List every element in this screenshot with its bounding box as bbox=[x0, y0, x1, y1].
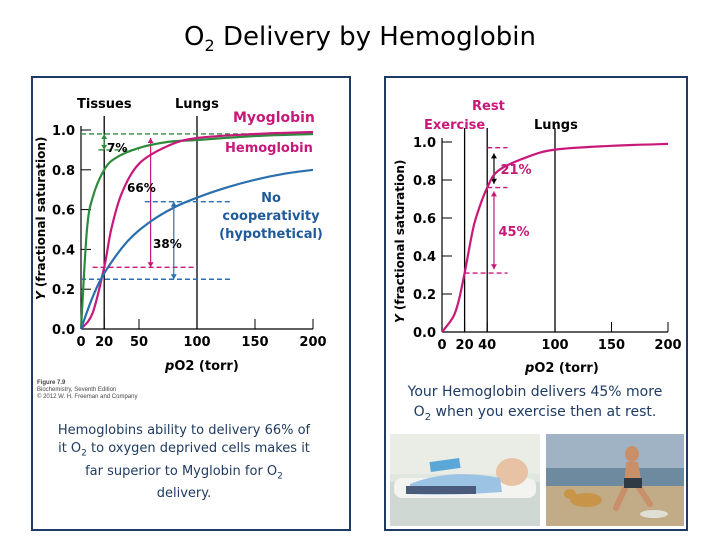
label-hemoglobin: Hemoglobin bbox=[225, 141, 313, 156]
right-chart: Rest Exercise Lungs Y (fractional satura… bbox=[393, 99, 682, 376]
arrow-66pct-head bbox=[147, 262, 154, 268]
arrow-7pct-head bbox=[101, 144, 108, 150]
x-axis-label-right: pO2 (torr) bbox=[524, 361, 599, 376]
annotation-21pct: 21% bbox=[500, 163, 531, 178]
header-exercise: Exercise bbox=[424, 118, 485, 133]
y-tick-label: 0.6 bbox=[413, 212, 436, 227]
x-tick-label: 20 bbox=[95, 335, 113, 350]
arrow-21pct-head bbox=[490, 178, 497, 184]
annotation-7pct: 7% bbox=[107, 141, 127, 155]
x-tick-label: 150 bbox=[241, 335, 268, 350]
y-tick-label: 0.0 bbox=[52, 323, 75, 338]
x-tick-label: 100 bbox=[183, 335, 210, 350]
label-nocoop-line1: No bbox=[261, 191, 281, 206]
y-tick-label: 1.0 bbox=[413, 136, 436, 151]
y-tick-label: 0.8 bbox=[413, 174, 436, 189]
label-myoglobin: Myoglobin bbox=[233, 110, 315, 126]
arrow-38pct-head bbox=[170, 274, 177, 280]
series-line-no-cooperativity-hypothetical bbox=[79, 168, 314, 330]
series-line-hemoglobin bbox=[80, 130, 314, 330]
running-person-image bbox=[546, 434, 684, 526]
arrow-66pct-tail bbox=[147, 137, 154, 143]
y-tick-label: 0.0 bbox=[413, 326, 436, 341]
arrow-7pct-tail bbox=[101, 133, 108, 139]
y-axis-label: Y (fractional saturation) bbox=[34, 137, 48, 300]
arrow-38pct-tail bbox=[170, 201, 177, 207]
left-panel: Tissues Lungs Y (fractional saturation) … bbox=[31, 76, 351, 531]
x-tick-label: 40 bbox=[478, 338, 496, 353]
series-line-myoglobin bbox=[79, 132, 314, 330]
y-tick-label: 0.4 bbox=[413, 250, 436, 265]
x-tick-label: 20 bbox=[456, 338, 474, 353]
y-tick-label: 0.6 bbox=[52, 204, 75, 219]
y-tick-label: 0.4 bbox=[52, 243, 75, 258]
header-rest: Rest bbox=[472, 99, 505, 114]
slide-title: O2 Delivery by Hemoglobin bbox=[184, 22, 536, 56]
x-tick-label: 0 bbox=[76, 335, 85, 350]
y-tick-label: 0.2 bbox=[52, 283, 75, 298]
label-nocoop-line3: (hypothetical) bbox=[219, 227, 323, 242]
x-axis-label: pO2 (torr) bbox=[164, 359, 239, 374]
annotation-66pct: 66% bbox=[127, 181, 156, 195]
arrow-45pct-head bbox=[490, 264, 497, 270]
y-tick-label: 1.0 bbox=[52, 124, 75, 139]
y-tick-label: 0.2 bbox=[413, 288, 436, 303]
header-tissues: Tissues bbox=[77, 97, 132, 112]
arrow-45pct-tail bbox=[490, 191, 497, 197]
annotation-38pct: 38% bbox=[153, 237, 182, 251]
arrow-21pct-tail bbox=[490, 153, 497, 159]
header-lungs-right: Lungs bbox=[534, 118, 578, 133]
x-tick-label: 150 bbox=[598, 338, 625, 353]
x-tick-label: 50 bbox=[130, 335, 148, 350]
resting-person-image bbox=[390, 434, 540, 526]
figure-credit: Figure 7.9 Biochemistry, Seventh Edition… bbox=[37, 380, 138, 400]
left-chart: Tissues Lungs Y (fractional saturation) … bbox=[34, 97, 327, 374]
caption-left: Hemoglobins ability to delivery 66% of i… bbox=[57, 423, 311, 502]
header-lungs: Lungs bbox=[175, 97, 219, 112]
x-tick-label: 200 bbox=[654, 338, 681, 353]
x-tick-label: 0 bbox=[437, 338, 446, 353]
x-tick-label: 200 bbox=[299, 335, 326, 350]
y-axis-label-right: Y (fractional saturation) bbox=[393, 160, 407, 323]
caption-right: Your Hemoglobin delivers 45% more O2 whe… bbox=[407, 384, 663, 423]
y-tick-label: 0.8 bbox=[52, 164, 75, 179]
x-tick-label: 100 bbox=[541, 338, 568, 353]
label-nocoop-line2: cooperativity bbox=[222, 209, 320, 224]
series-line-hemoglobin bbox=[441, 142, 669, 333]
annotation-45pct: 45% bbox=[498, 225, 529, 240]
